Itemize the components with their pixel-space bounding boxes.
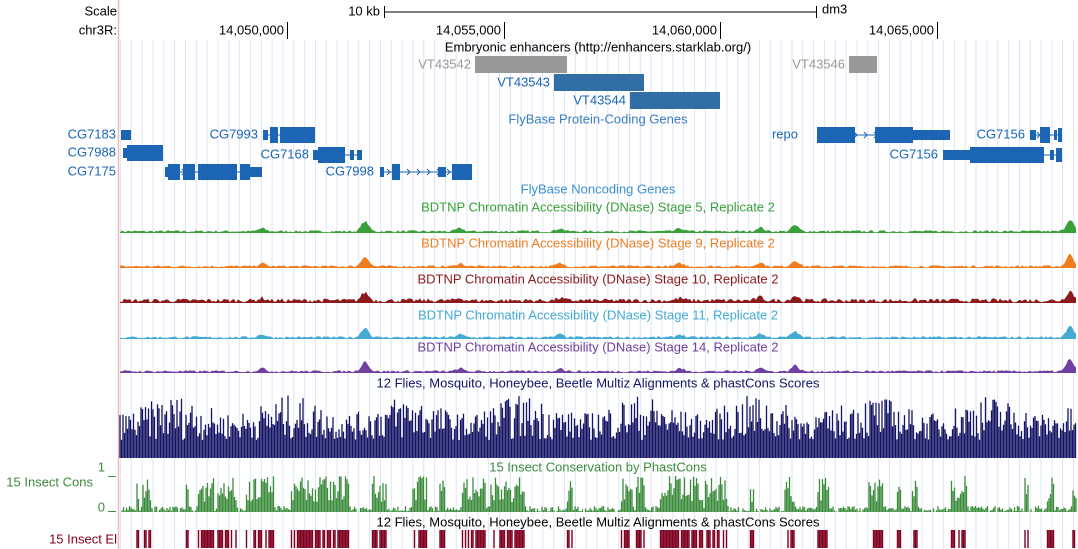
strand-arrow [426, 168, 431, 176]
exon [198, 164, 237, 180]
exon [817, 127, 855, 143]
exon [970, 147, 1044, 163]
label: VT43544 [573, 92, 626, 107]
label: VT43542 [418, 56, 471, 71]
exon [357, 150, 362, 160]
label: dm3 [822, 1, 847, 16]
enhancer [849, 56, 877, 73]
label: CG7183 [68, 126, 116, 141]
label: CG7998 [326, 163, 374, 178]
label: 15 Insect Cons [6, 474, 93, 489]
enhancer [630, 92, 720, 109]
enhancer [475, 56, 567, 73]
label: chr3R: [79, 22, 117, 37]
exon [123, 148, 127, 158]
exon [380, 167, 384, 177]
exon [438, 167, 446, 177]
label: 14,060,000 [652, 22, 717, 37]
exon [392, 164, 400, 180]
exon [313, 150, 318, 160]
label: 15 Insect El [49, 531, 117, 546]
exon [270, 127, 278, 143]
label: FlyBase Noncoding Genes [521, 181, 676, 196]
label: VT43543 [497, 74, 550, 89]
label: CG7988 [68, 144, 116, 159]
label: 15 Insect Conservation by PhastCons [489, 459, 707, 474]
phastcons-bars [121, 476, 1077, 512]
exon [1058, 128, 1062, 142]
label: 12 Flies, Mosquito, Honeybee, Beetle Mul… [377, 514, 820, 529]
label: 12 Flies, Mosquito, Honeybee, Beetle Mul… [377, 375, 820, 390]
dnase-signal [120, 220, 1076, 233]
label: CG7175 [68, 163, 116, 178]
exon [250, 167, 262, 177]
label: BDTNP Chromatin Accessibility (DNase) St… [417, 271, 778, 286]
exon [240, 164, 250, 180]
exon [875, 127, 913, 143]
dnase-signal [120, 358, 1076, 373]
label: Embryonic enhancers (http://enhancers.st… [445, 39, 751, 54]
label: CG7168 [261, 146, 309, 161]
exon [1054, 130, 1057, 140]
exon [121, 130, 131, 140]
multiz-bars [119, 395, 1077, 458]
label: 14,065,000 [869, 22, 934, 37]
exon [183, 164, 195, 180]
exon [127, 145, 163, 161]
label: CG7156 [977, 126, 1025, 141]
dnase-signal [120, 253, 1076, 268]
dnase-signal [120, 290, 1076, 303]
strand-arrow [863, 131, 868, 139]
exon [318, 147, 345, 163]
label: BDTNP Chromatin Accessibility (DNase) St… [418, 307, 778, 322]
exon [350, 150, 354, 160]
enhancer [554, 74, 644, 91]
label: VT43546 [792, 56, 845, 71]
exon [943, 150, 970, 160]
label: BDTNP Chromatin Accessibility (DNase) St… [421, 235, 775, 250]
dnase-signal [120, 325, 1076, 339]
label: 10 kb [348, 3, 380, 18]
label: BDTNP Chromatin Accessibility (DNase) St… [421, 199, 775, 214]
label: repo [772, 126, 798, 141]
exon [165, 167, 168, 177]
strand-arrow [386, 168, 391, 176]
label: CG7993 [210, 126, 258, 141]
label: 14,050,000 [219, 22, 284, 37]
exon [1050, 150, 1054, 160]
exon [913, 130, 950, 140]
y-tick-label: 1 [98, 459, 105, 474]
exon [263, 130, 268, 140]
strand-arrow [416, 168, 421, 176]
exon [280, 127, 315, 143]
label: BDTNP Chromatin Accessibility (DNase) St… [417, 339, 778, 354]
exon [168, 164, 180, 180]
element-blocks [136, 530, 1076, 548]
label: Scale [84, 3, 117, 18]
exon [1056, 148, 1062, 162]
exon [452, 164, 472, 180]
label: FlyBase Protein-Coding Genes [508, 111, 688, 126]
strand-arrow [406, 168, 411, 176]
label: 14,055,000 [436, 22, 501, 37]
strand-arrow [446, 168, 451, 176]
label: CG7156 [890, 146, 938, 161]
exon [1040, 127, 1050, 143]
exon [1030, 130, 1036, 140]
y-tick-label: 0 [98, 499, 105, 514]
